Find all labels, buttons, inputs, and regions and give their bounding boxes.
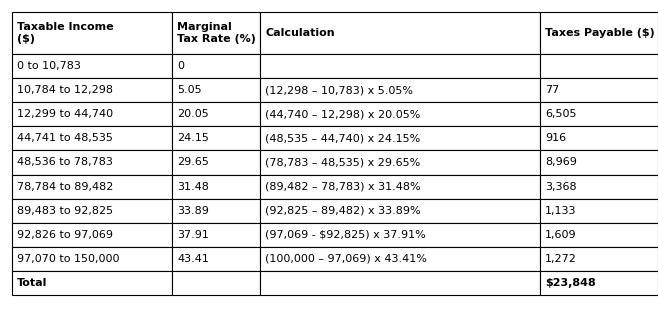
Text: $23,848: $23,848: [545, 278, 595, 288]
Text: 20.05: 20.05: [177, 109, 209, 119]
Bar: [540, 54, 658, 78]
Text: 29.65: 29.65: [177, 158, 209, 167]
Bar: [12, 126, 172, 150]
Bar: [260, 54, 540, 78]
Bar: [260, 102, 540, 126]
Text: (44,740 – 12,298) x 20.05%: (44,740 – 12,298) x 20.05%: [265, 109, 420, 119]
Text: (48,535 – 44,740) x 24.15%: (48,535 – 44,740) x 24.15%: [265, 133, 420, 143]
Text: (92,825 – 89,482) x 33.89%: (92,825 – 89,482) x 33.89%: [265, 206, 420, 216]
Text: (89,482 – 78,783) x 31.48%: (89,482 – 78,783) x 31.48%: [265, 182, 420, 192]
Bar: [172, 175, 260, 199]
Bar: [12, 78, 172, 102]
Text: 6,505: 6,505: [545, 109, 576, 119]
Bar: [172, 102, 260, 126]
Bar: [540, 247, 658, 271]
Text: 0 to 10,783: 0 to 10,783: [17, 61, 81, 71]
Text: 92,826 to 97,069: 92,826 to 97,069: [17, 230, 113, 240]
Bar: [540, 150, 658, 175]
Bar: [260, 223, 540, 247]
Text: Marginal
Tax Rate (%): Marginal Tax Rate (%): [177, 22, 256, 44]
Text: 44,741 to 48,535: 44,741 to 48,535: [17, 133, 113, 143]
Text: 10,784 to 12,298: 10,784 to 12,298: [17, 85, 113, 95]
Text: Taxable Income
($): Taxable Income ($): [17, 22, 114, 44]
Text: 78,784 to 89,482: 78,784 to 89,482: [17, 182, 113, 192]
Text: Calculation: Calculation: [265, 28, 335, 38]
Bar: [540, 199, 658, 223]
Bar: [12, 54, 172, 78]
Text: (100,000 – 97,069) x 43.41%: (100,000 – 97,069) x 43.41%: [265, 254, 427, 264]
Text: (78,783 – 48,535) x 29.65%: (78,783 – 48,535) x 29.65%: [265, 158, 420, 167]
Text: 5.05: 5.05: [177, 85, 201, 95]
Bar: [540, 12, 658, 54]
Bar: [540, 126, 658, 150]
Bar: [172, 54, 260, 78]
Bar: [12, 12, 172, 54]
Bar: [172, 271, 260, 295]
Text: 37.91: 37.91: [177, 230, 209, 240]
Text: 1,272: 1,272: [545, 254, 577, 264]
Bar: [172, 12, 260, 54]
Text: 24.15: 24.15: [177, 133, 209, 143]
Bar: [540, 102, 658, 126]
Bar: [172, 223, 260, 247]
Text: Total: Total: [17, 278, 47, 288]
Text: 12,299 to 44,740: 12,299 to 44,740: [17, 109, 113, 119]
Bar: [260, 271, 540, 295]
Text: 1,609: 1,609: [545, 230, 576, 240]
Text: 33.89: 33.89: [177, 206, 209, 216]
Bar: [12, 175, 172, 199]
Text: 8,969: 8,969: [545, 158, 577, 167]
Text: 97,070 to 150,000: 97,070 to 150,000: [17, 254, 120, 264]
Bar: [12, 223, 172, 247]
Text: (97,069 - $92,825) x 37.91%: (97,069 - $92,825) x 37.91%: [265, 230, 426, 240]
Bar: [12, 199, 172, 223]
Bar: [260, 199, 540, 223]
Bar: [260, 247, 540, 271]
Bar: [12, 247, 172, 271]
Bar: [260, 175, 540, 199]
Bar: [540, 271, 658, 295]
Text: 43.41: 43.41: [177, 254, 209, 264]
Bar: [540, 175, 658, 199]
Bar: [540, 78, 658, 102]
Bar: [172, 126, 260, 150]
Text: Taxes Payable ($): Taxes Payable ($): [545, 28, 655, 38]
Text: 0: 0: [177, 61, 184, 71]
Text: 1,133: 1,133: [545, 206, 576, 216]
Bar: [172, 247, 260, 271]
Bar: [260, 78, 540, 102]
Text: (12,298 – 10,783) x 5.05%: (12,298 – 10,783) x 5.05%: [265, 85, 413, 95]
Text: 48,536 to 78,783: 48,536 to 78,783: [17, 158, 113, 167]
Bar: [260, 126, 540, 150]
Bar: [12, 102, 172, 126]
Text: 3,368: 3,368: [545, 182, 576, 192]
Bar: [12, 271, 172, 295]
Bar: [172, 199, 260, 223]
Bar: [540, 223, 658, 247]
Bar: [172, 78, 260, 102]
Text: 89,483 to 92,825: 89,483 to 92,825: [17, 206, 113, 216]
Text: 77: 77: [545, 85, 559, 95]
Bar: [260, 12, 540, 54]
Bar: [172, 150, 260, 175]
Text: 916: 916: [545, 133, 566, 143]
Bar: [260, 150, 540, 175]
Bar: [12, 150, 172, 175]
Text: 31.48: 31.48: [177, 182, 209, 192]
